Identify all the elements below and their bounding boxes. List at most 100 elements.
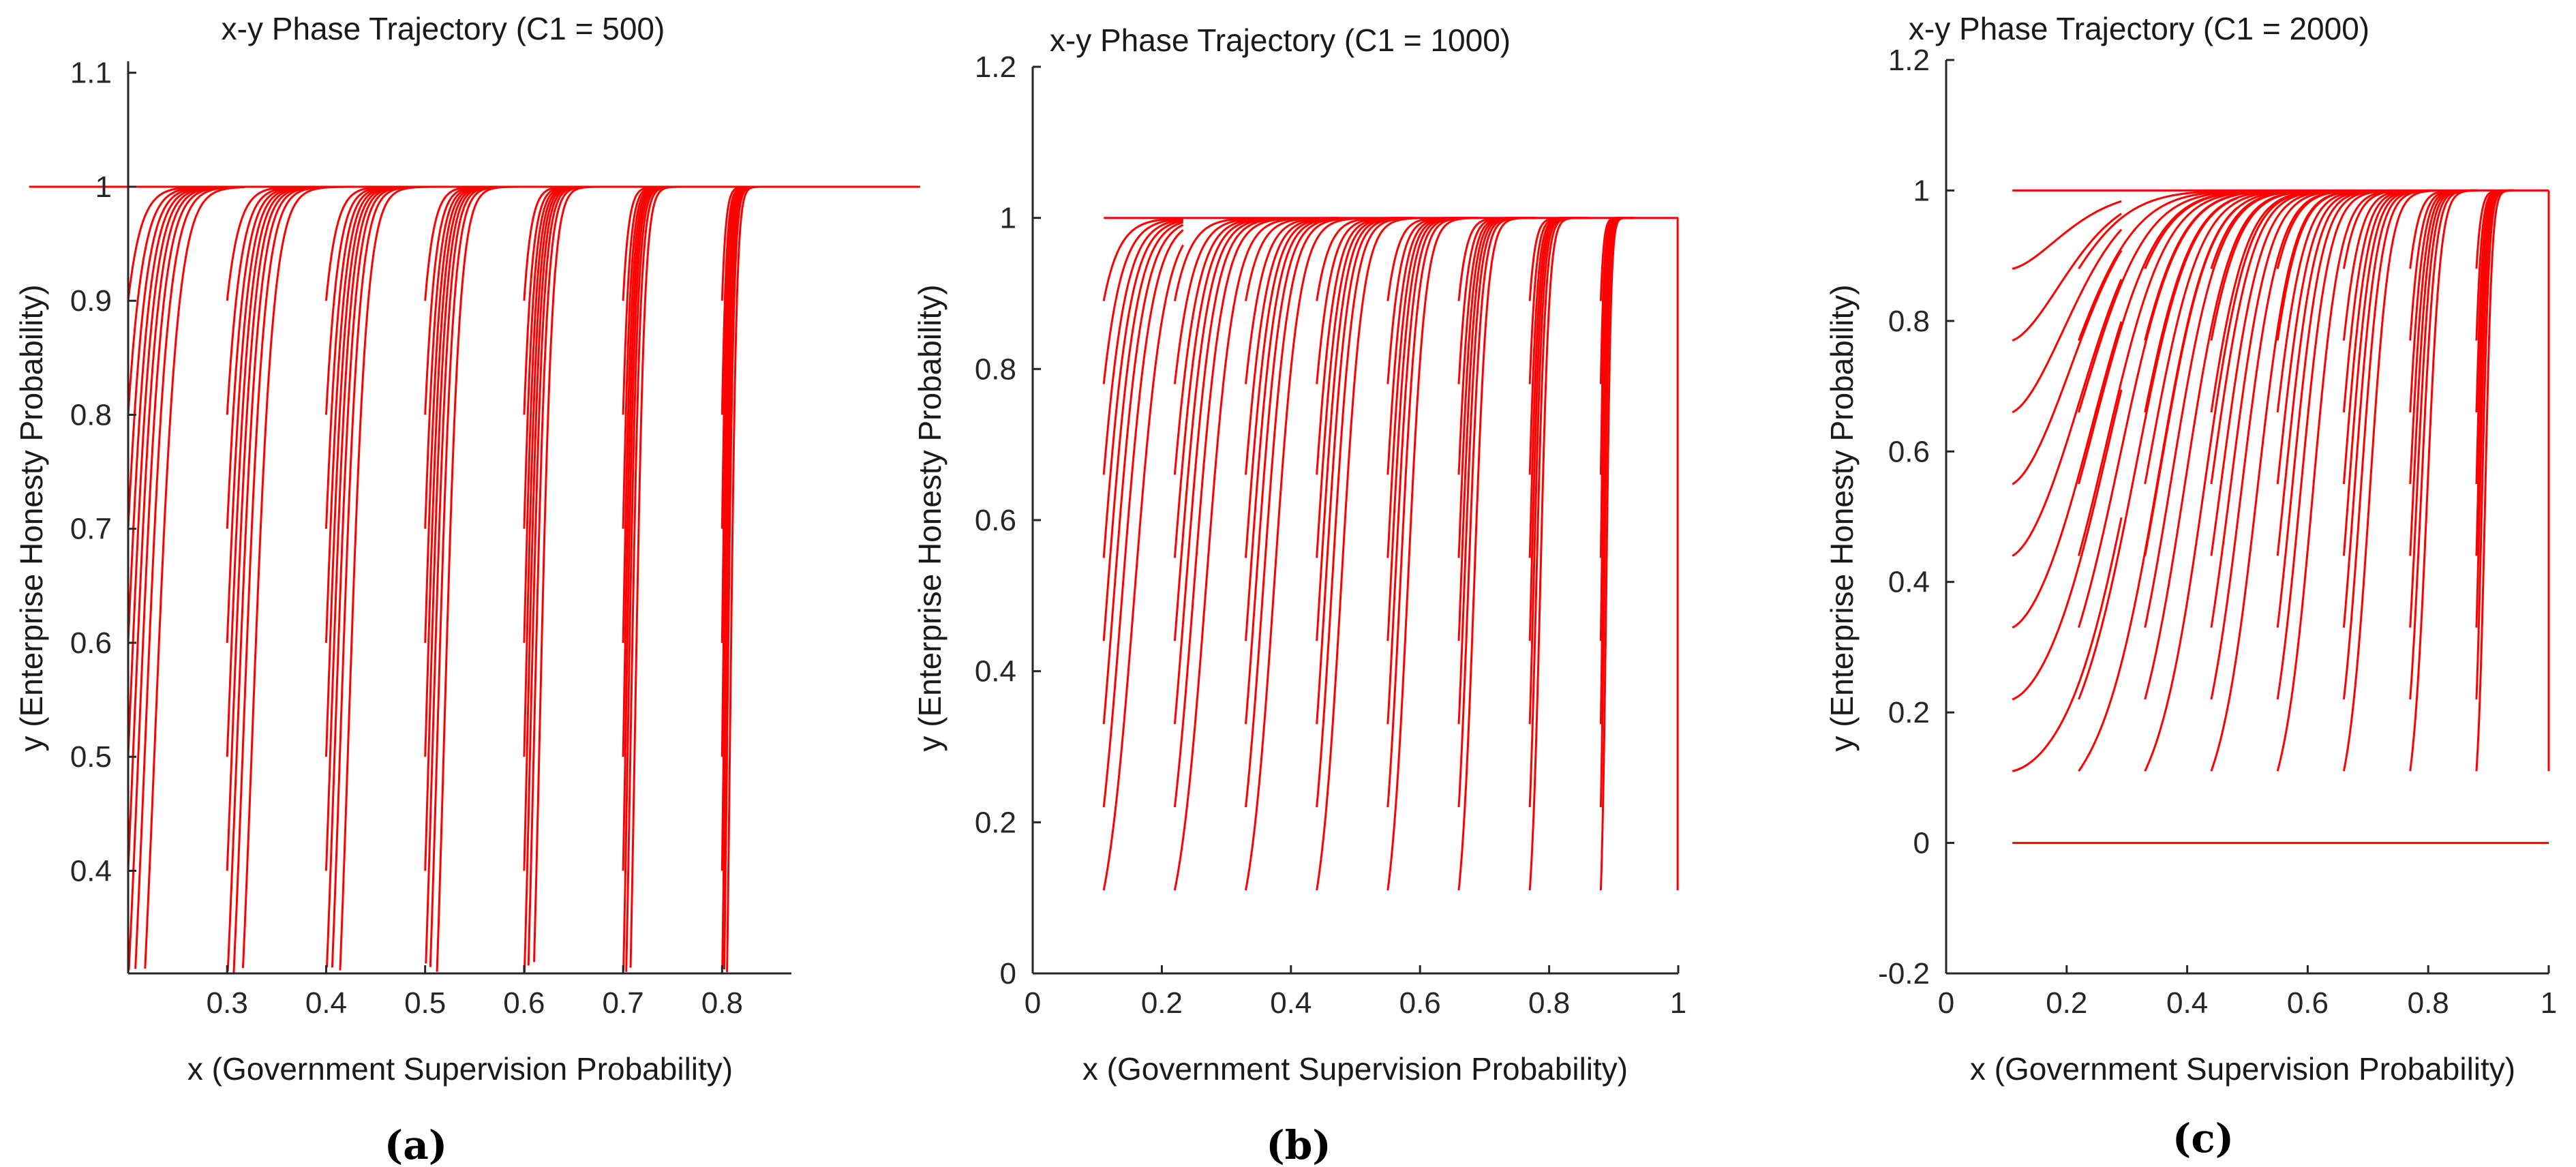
trajectory-line bbox=[622, 185, 732, 301]
panel-b-axes bbox=[1031, 67, 1678, 975]
trajectory-line bbox=[1528, 217, 1588, 301]
panel-c-x-ticks: 0 0.2 0.4 0.6 0.8 1 bbox=[1938, 965, 2557, 1020]
panel-b-y-tick-label: 1.2 bbox=[975, 50, 1016, 84]
panel-c-caption: (c) bbox=[2172, 1115, 2234, 1162]
panel-a-x-tick-label: 0.5 bbox=[404, 986, 446, 1020]
panel-b-x-tick-label: 1 bbox=[1670, 986, 1686, 1020]
trajectory-line bbox=[1245, 217, 1363, 891]
trajectory-line bbox=[1457, 217, 1536, 301]
trajectory-line bbox=[436, 185, 571, 972]
panel-a-y-tick-label: 0.8 bbox=[70, 398, 112, 431]
trajectory-line bbox=[1599, 217, 1634, 301]
panel-c-y-tick-label: 0 bbox=[1913, 827, 1930, 860]
trajectory-line bbox=[2078, 197, 2239, 700]
panel-b-caption: (b) bbox=[1266, 1122, 1331, 1167]
panel-b-y-tick-label: 1 bbox=[1000, 202, 1016, 235]
trajectory-line bbox=[429, 185, 571, 967]
panel-a-y-tick-label: 1 bbox=[95, 170, 112, 204]
trajectory-line bbox=[2144, 190, 2320, 700]
trajectory-line bbox=[1102, 217, 1177, 301]
trajectory-line bbox=[2078, 190, 2238, 342]
trajectory-line bbox=[1102, 217, 1183, 384]
panel-b-y-tick-label: 0.4 bbox=[975, 655, 1016, 688]
trajectory-line bbox=[2078, 190, 2229, 270]
panel-c-y-tick-label: 0.6 bbox=[1888, 435, 1930, 468]
trajectory-line bbox=[226, 185, 365, 301]
panel-b-title: x-y Phase Trajectory (C1 = 1000) bbox=[1050, 22, 1511, 58]
trajectory-line bbox=[1316, 217, 1414, 725]
panel-c-x-tick-label: 0.6 bbox=[2287, 986, 2329, 1020]
panel-c-title: x-y Phase Trajectory (C1 = 2000) bbox=[1909, 11, 2369, 46]
panel-c-y-label: y (Enterprise Honesty Probability) bbox=[1824, 284, 1860, 751]
panel-b-y-tick-label: 0.8 bbox=[975, 352, 1016, 386]
panel-b-y-label: y (Enterprise Honesty Probability) bbox=[912, 284, 948, 751]
trajectory-line bbox=[2012, 213, 2122, 342]
trajectory-line bbox=[2078, 192, 2238, 556]
panel-c-x-tick-label: 0.2 bbox=[2046, 986, 2087, 1020]
trajectory-line bbox=[2475, 189, 2515, 269]
trajectory-line bbox=[127, 185, 241, 301]
panel-c: x-y Phase Trajectory (C1 = 2000) 0 0.2 0.4… bbox=[1824, 11, 2557, 1162]
panel-a: x-y Phase Trajectory (C1 = 500) 0.3 0.4 0.… bbox=[14, 11, 920, 1167]
panel-c-x-tick-label: 1 bbox=[2541, 986, 2557, 1020]
panel-c-axes bbox=[1945, 60, 2549, 975]
panel-a-y-tick-label: 0.5 bbox=[70, 740, 112, 774]
panel-b-y-ticks: 0 0.2 0.4 0.6 0.8 1 1.2 bbox=[975, 50, 1041, 990]
panel-b-x-tick-label: 0.4 bbox=[1270, 986, 1312, 1020]
trajectory-line bbox=[2012, 200, 2122, 270]
panel-a-y-tick-label: 0.7 bbox=[70, 513, 112, 546]
panel-a-y-tick-label: 1.1 bbox=[70, 57, 112, 90]
trajectory-line bbox=[1102, 229, 1184, 808]
panel-a-x-tick-label: 0.7 bbox=[603, 986, 644, 1020]
trajectory-line bbox=[1102, 244, 1184, 891]
panel-a-x-tick-label: 0.3 bbox=[207, 986, 248, 1020]
panel-a-y-ticks: 0.4 0.5 0.6 0.7 0.8 0.9 1 1.1 bbox=[70, 57, 136, 888]
trajectory-line bbox=[721, 185, 791, 301]
trajectory-line bbox=[1387, 217, 1479, 301]
panel-a-y-tick-label: 0.4 bbox=[70, 854, 112, 888]
panel-c-y-tick-label: -0.2 bbox=[1878, 957, 1930, 990]
panel-a-axes bbox=[127, 61, 791, 975]
panel-b-y-tick-label: 0.2 bbox=[975, 806, 1016, 839]
panel-a-x-label: x (Government Supervision Probability) bbox=[187, 1051, 733, 1087]
panel-b: x-y Phase Trajectory (C1 = 1000) 0 0.2 0.4… bbox=[912, 22, 1686, 1167]
trajectory-line bbox=[1245, 217, 1339, 301]
panel-b-x-ticks: 0 0.2 0.4 0.6 0.8 1 bbox=[1025, 965, 1686, 1020]
panel-c-x-tick-label: 0.4 bbox=[2166, 986, 2208, 1020]
panel-b-trajectories bbox=[1102, 217, 1679, 891]
panel-c-x-label: x (Government Supervision Probability) bbox=[1970, 1051, 2515, 1087]
panel-a-x-ticks: 0.3 0.4 0.5 0.6 0.7 0.8 bbox=[207, 965, 743, 1020]
trajectory-line bbox=[2012, 249, 2123, 485]
panel-a-x-tick-label: 0.8 bbox=[701, 986, 743, 1020]
trajectory-line bbox=[2012, 228, 2123, 414]
trajectory-line bbox=[2012, 517, 2123, 772]
trajectory-line bbox=[2409, 189, 2478, 269]
trajectory-line bbox=[2012, 389, 2123, 701]
trajectory-line bbox=[1316, 217, 1414, 301]
panel-c-y-tick-label: 0.4 bbox=[1888, 566, 1930, 599]
trajectory-line bbox=[1102, 218, 1183, 475]
panel-c-trajectories bbox=[2012, 189, 2550, 845]
trajectory-line bbox=[1173, 217, 1295, 808]
panel-b-x-tick-label: 0.6 bbox=[1399, 986, 1441, 1020]
trajectory-line bbox=[1102, 219, 1184, 558]
trajectory-line bbox=[127, 185, 241, 971]
trajectory-line bbox=[723, 185, 791, 970]
trajectory-line bbox=[2276, 190, 2400, 772]
panel-b-x-tick-label: 0 bbox=[1025, 986, 1041, 1020]
panel-c-x-tick-label: 0 bbox=[1938, 986, 1954, 1020]
panel-c-x-tick-label: 0.8 bbox=[2408, 986, 2449, 1020]
panel-b-x-label: x (Government Supervision Probability) bbox=[1082, 1051, 1628, 1087]
trajectory-line bbox=[726, 185, 791, 973]
panel-c-y-ticks: -0.2 0 0.2 0.4 0.6 0.8 1 1.2 bbox=[1878, 44, 1954, 990]
panel-b-x-tick-label: 0.8 bbox=[1528, 986, 1570, 1020]
trajectory-line bbox=[424, 185, 571, 301]
panel-c-y-tick-label: 1 bbox=[1913, 174, 1930, 207]
panel-c-y-tick-label: 0.8 bbox=[1888, 305, 1930, 338]
trajectory-line bbox=[2409, 189, 2478, 628]
trajectory-line bbox=[625, 185, 732, 972]
trajectory-line bbox=[1457, 217, 1536, 808]
trajectory-line bbox=[1173, 217, 1297, 891]
panel-c-y-tick-label: 0.2 bbox=[1888, 696, 1930, 729]
